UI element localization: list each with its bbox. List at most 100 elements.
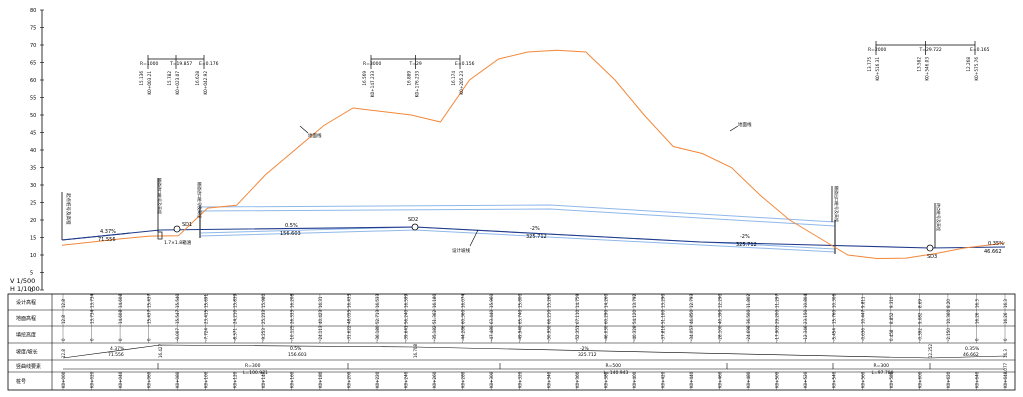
- curve-station: K0+042.92: [203, 71, 208, 95]
- station-cell: K0+280: [461, 371, 466, 388]
- station-cell: K0+120: [232, 371, 237, 388]
- cut-fill-cell: -7.724: [204, 328, 209, 341]
- sd3-point: [926, 244, 934, 252]
- ground-elev-cell: 67.110: [575, 310, 580, 324]
- grade-break-elev: 16.708: [413, 344, 418, 358]
- design-elev-cell: 13.734: [90, 294, 95, 308]
- dist-label-5: 46.662: [984, 249, 1002, 255]
- ground-note-2: 地面线: [738, 121, 752, 128]
- station-cell: K0+220: [375, 371, 380, 388]
- table-row-label: 竖曲线要素: [16, 363, 41, 370]
- station-cell: K0+200: [346, 371, 351, 388]
- cut-fill-cell: -34.057: [689, 325, 694, 341]
- tunnel-top-line: [199, 204, 836, 223]
- design-elev-cell: 10.804: [803, 294, 808, 308]
- grade-length-cell: 325.712: [578, 352, 597, 358]
- cut-fill-cell: -9.253: [261, 328, 266, 341]
- grade-break-elev: 16.427: [158, 344, 163, 358]
- design-elev-cell: 13.792: [632, 294, 637, 308]
- h-scale-label: H 1/1000: [10, 285, 40, 293]
- station-cell: K0+240: [404, 371, 409, 388]
- station-cell: K0+100: [204, 371, 209, 388]
- ground-elev-cell: 16.26: [974, 312, 979, 324]
- curve-tangent: T=29: [409, 61, 422, 67]
- cut-fill-cell: 0.458: [889, 329, 894, 341]
- ground-elev-cell: 10.360: [946, 310, 951, 324]
- design-grade-line: [61, 226, 1006, 249]
- grade-cell: 0.5%: [290, 346, 302, 352]
- cut-fill-cell: 0: [1003, 338, 1008, 341]
- cut-fill-cell: -49.940: [518, 325, 523, 341]
- design-elev-cell: 16.533: [375, 294, 380, 308]
- dist-label-3: 325.712: [526, 234, 547, 240]
- ground-elev-cell: 60.360: [461, 310, 466, 324]
- station-cell: K0+140: [261, 371, 266, 388]
- cut-fill-cell: 0: [974, 338, 979, 341]
- ground-leader-1: [299, 125, 309, 134]
- curve-length-cell: L=140.943: [604, 370, 629, 376]
- cut-fill-cell: -10.125: [289, 325, 294, 341]
- curve-station: K0+575.76: [974, 57, 979, 81]
- curve-station: K0+516.31: [875, 57, 880, 81]
- ground-elev-cell: 48.055: [346, 310, 351, 324]
- curve-radius-cell: R=500: [606, 363, 622, 369]
- ground-elev-cell: 25.233: [261, 310, 266, 324]
- ground-elev-cell: 12.8: [61, 315, 66, 324]
- cut-fill-cell: -0.636: [860, 328, 865, 341]
- y-tick-label: 50: [30, 113, 36, 119]
- y-tick-label: 40: [30, 148, 36, 154]
- ground-elev-cell: 65.740: [518, 310, 523, 324]
- vertical-curves: 15.136 K0+003.21 15.782 K0+023.07 16.628 K0+0…: [139, 41, 990, 97]
- curve-radius-cell: R=300: [874, 363, 890, 369]
- cut-fill-cell: -2.150: [946, 328, 951, 341]
- design-elev-cell: 13.290: [660, 294, 665, 308]
- station-cell: K0+040: [118, 371, 123, 388]
- grade-label-5: 0.35%: [988, 241, 1004, 247]
- curve-external: E=0.165: [970, 47, 990, 53]
- design-elev-cell: 12.8: [61, 299, 66, 308]
- ground-elev-cell: 29.200: [775, 310, 780, 324]
- grade-break-elev: 12.8: [61, 349, 66, 358]
- ground-elev-cell: 15.547: [175, 310, 180, 324]
- cut-fill-cell: -50.950: [546, 325, 551, 341]
- station-cell: K0+600: [917, 371, 922, 388]
- ground-elev-cell: 54.120: [632, 310, 637, 324]
- cut-fill-cell: -52.351: [575, 325, 580, 341]
- design-grade-start: [61, 232, 131, 241]
- ground-elev-cell: 60.290: [603, 310, 608, 324]
- cut-fill-cell: -24.698: [746, 325, 751, 341]
- design-note: 设计坡线: [452, 247, 470, 254]
- curve-station: K0+546.03: [925, 57, 930, 81]
- ground-elev-cell: 40.390: [718, 310, 723, 324]
- cut-fill-cell: -12.346: [803, 325, 808, 341]
- station-cell: K0+560: [860, 371, 865, 388]
- curve-segment-bracket: [157, 363, 349, 370]
- design-elev-cell: 16.180: [432, 294, 437, 308]
- ground-elev-cell: 52.713: [375, 310, 380, 324]
- grade-label-4: -2%: [740, 234, 750, 240]
- design-elev-cell: 16.3: [974, 299, 979, 308]
- y-tick-label: 80: [30, 8, 36, 14]
- curve-station: K0+023.07: [175, 71, 180, 95]
- design-elev-cell: 16.074: [461, 294, 466, 308]
- cut-fill-cell: 0: [147, 338, 152, 341]
- design-elev-cell: 16.433: [346, 294, 351, 308]
- y-tick-label: 0: [30, 288, 33, 294]
- table-row-label: 坡度/坡长: [16, 349, 38, 356]
- design-elev-cell: 15.839: [232, 294, 237, 308]
- cut-fill-cell: 0: [61, 338, 66, 341]
- curve-tangent: T=29.722: [919, 47, 942, 53]
- curve-elevation: 15.782: [167, 71, 172, 86]
- station-cell: K0+520: [803, 371, 808, 388]
- sd2-label: SD2: [408, 217, 418, 223]
- station-cell: K0+420: [660, 371, 665, 388]
- ground-elev-cell: 23.150: [803, 310, 808, 324]
- station-cell: K0+400: [632, 371, 637, 388]
- ground-elev-cell: 51.362: [432, 310, 437, 324]
- curve-length-cell: L=97.780: [872, 370, 894, 376]
- ground-elev-cell: 26.333: [289, 310, 294, 324]
- station-cell: K0+380: [603, 371, 608, 388]
